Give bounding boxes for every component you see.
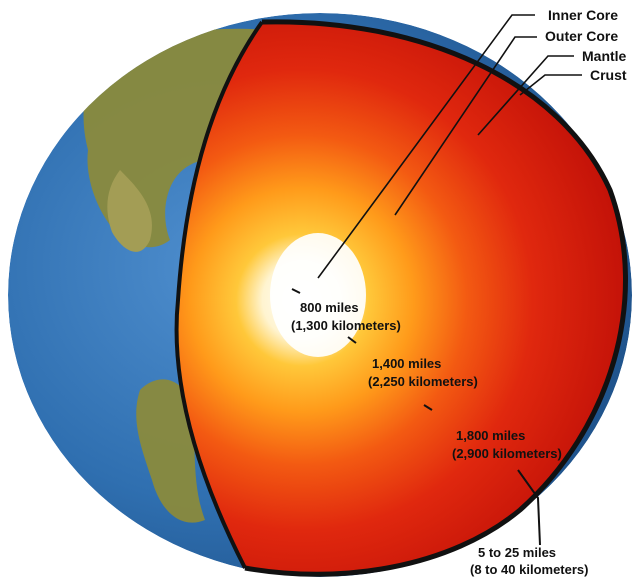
measure-mantle-miles: 1,800 miles <box>456 428 525 443</box>
measure-crust-km: (8 to 40 kilometers) <box>470 562 589 577</box>
measure-outer-km: (2,250 kilometers) <box>368 374 478 389</box>
label-inner-core: Inner Core <box>548 7 618 23</box>
label-crust: Crust <box>590 67 627 83</box>
inner-core <box>270 233 366 357</box>
earth-interior-cutaway <box>177 22 626 574</box>
measure-crust-miles: 5 to 25 miles <box>478 545 556 560</box>
label-outer-core: Outer Core <box>545 28 618 44</box>
measure-inner-km: (1,300 kilometers) <box>291 318 401 333</box>
measure-mantle-km: (2,900 kilometers) <box>452 446 562 461</box>
label-mantle: Mantle <box>582 48 627 64</box>
measure-outer-miles: 1,400 miles <box>372 356 441 371</box>
measure-inner-miles: 800 miles <box>300 300 359 315</box>
